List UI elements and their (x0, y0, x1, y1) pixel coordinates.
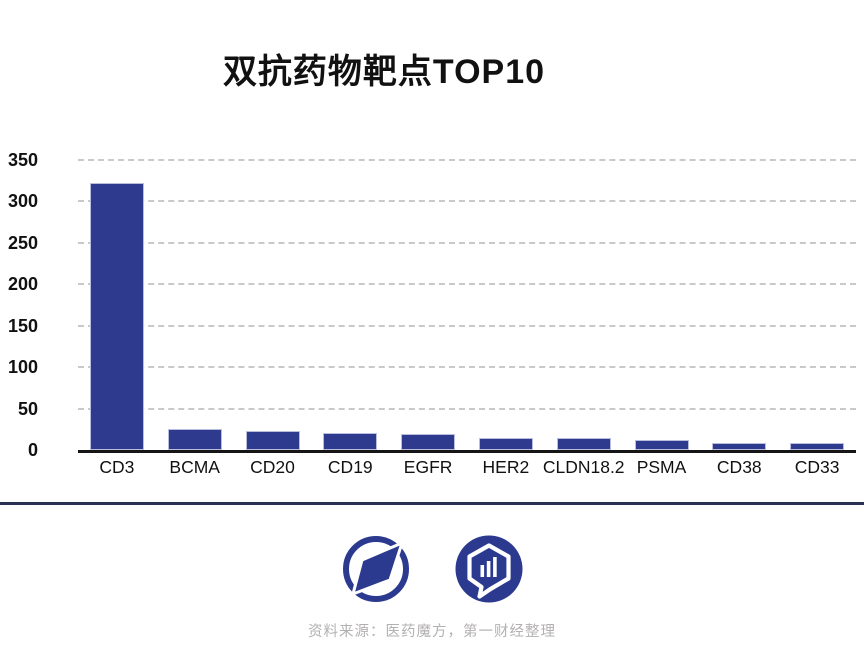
y-tick-200: 200 (7, 274, 38, 295)
gridline-50 (78, 407, 856, 410)
bar-BCMA (167, 429, 222, 450)
footer-divider (0, 502, 864, 505)
y-tick-100: 100 (7, 357, 38, 378)
pharmcube-bars-icon (480, 557, 497, 577)
bar-CLDN18.2 (556, 438, 611, 450)
gridline-250 (78, 241, 856, 244)
y-tick-0: 0 (27, 440, 38, 460)
gridline-150 (78, 324, 856, 327)
x-tick-CD20: CD20 (250, 457, 295, 477)
x-tick-CD3: CD3 (99, 457, 135, 477)
gridline-350 (78, 159, 856, 161)
bar-chart: 0 50 100 150 200 250 300 350 CD3 BCMA CD20 CD19 EGFR… (7, 150, 856, 477)
gridline-300 (78, 200, 856, 203)
yicai-logo (342, 536, 409, 602)
gridline-200 (78, 283, 856, 286)
y-tick-350: 350 (7, 150, 38, 170)
bar-HER2 (478, 437, 533, 450)
x-tick-HER2: HER2 (482, 457, 530, 477)
x-tick-PSMA: PSMA (636, 457, 687, 477)
footer-logos (0, 532, 864, 606)
x-tick-CD33: CD33 (794, 457, 840, 477)
y-tick-50: 50 (17, 398, 38, 419)
bar-EGFR (401, 434, 456, 450)
x-tick-CD19: CD19 (327, 457, 373, 477)
pharmcube-logo (455, 535, 522, 603)
x-tick-CD38: CD38 (716, 457, 762, 477)
chart-title: 双抗药物靶点TOP10 (222, 53, 546, 91)
bar-CD38 (712, 442, 767, 450)
plot-area (78, 159, 856, 453)
bar-CD20 (245, 430, 300, 450)
y-tick-250: 250 (7, 232, 38, 253)
x-tick-CLDN18.2: CLDN18.2 (542, 457, 625, 477)
bar-CD3 (89, 183, 144, 450)
y-tick-300: 300 (7, 191, 38, 212)
y-tick-150: 150 (7, 315, 38, 336)
x-tick-BCMA: BCMA (169, 457, 220, 477)
bar-CD19 (323, 432, 378, 450)
bar-PSMA (634, 440, 689, 450)
source-text: 资料来源：医药魔方，第一财经整理 (308, 624, 556, 640)
bar-CD33 (790, 442, 845, 450)
x-tick-EGFR: EGFR (403, 457, 453, 477)
gridline-100 (78, 366, 856, 369)
